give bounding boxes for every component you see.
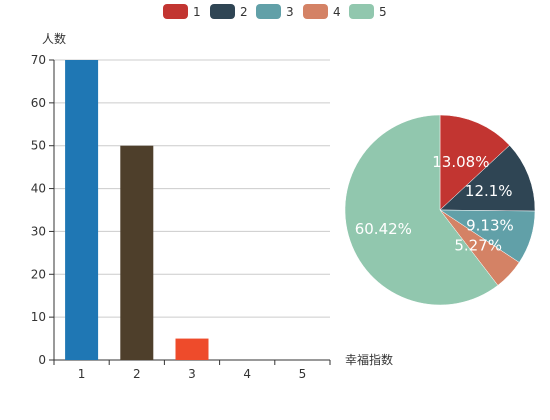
x-tick-label: 2 [133,367,141,381]
legend-item-4[interactable]: 4 [303,4,341,19]
legend: 1 2 3 4 5 [163,4,387,19]
pie-slice-1[interactable] [439,114,510,211]
bar-1[interactable] [65,60,99,360]
x-tick-label: 4 [243,367,251,381]
legend-swatch [303,4,328,19]
legend-label: 5 [379,5,387,19]
pie-slice-2[interactable] [439,144,536,212]
legend-label: 1 [193,5,201,19]
bar-3[interactable] [175,338,209,360]
pie-value-label: 5.27% [454,237,502,255]
y-tick-label: 30 [31,224,46,238]
legend-label: 3 [286,5,294,19]
bar-2[interactable] [120,145,154,360]
y-axis-title: 人数 [42,31,66,46]
y-tick-label: 0 [38,353,46,367]
y-tick-label: 60 [31,96,46,110]
x-axis-title: 幸福指数 [345,352,393,367]
y-tick-label: 70 [31,53,46,67]
legend-label: 4 [333,5,341,19]
pie-value-label: 60.42% [355,220,412,238]
bar-chart: 人数 幸福指数 0 10 20 30 40 50 60 70 1 2 3 4 5 [31,31,393,381]
legend-item-3[interactable]: 3 [256,4,294,19]
legend-item-5[interactable]: 5 [349,4,387,19]
x-tick-label: 5 [299,367,307,381]
pie-chart: 13.08% 12.1% 9.13% 5.27% 60.42% [344,114,536,306]
legend-swatch [256,4,281,19]
legend-item-1[interactable]: 1 [163,4,201,19]
y-tick-label: 10 [31,310,46,324]
y-tick-label: 50 [31,139,46,153]
legend-swatch [349,4,374,19]
pie-slice-5[interactable] [344,114,499,306]
legend-swatch [163,4,188,19]
pie-value-label: 9.13% [466,216,514,234]
pie-value-label: 13.08% [432,153,489,171]
x-tick-label: 3 [188,367,196,381]
legend-swatch [210,4,235,19]
x-tick-label: 1 [78,367,86,381]
legend-label: 2 [240,5,248,19]
y-tick-label: 40 [31,182,46,196]
y-tick-label: 20 [31,267,46,281]
pie-value-label: 12.1% [465,182,513,200]
legend-item-2[interactable]: 2 [210,4,248,19]
